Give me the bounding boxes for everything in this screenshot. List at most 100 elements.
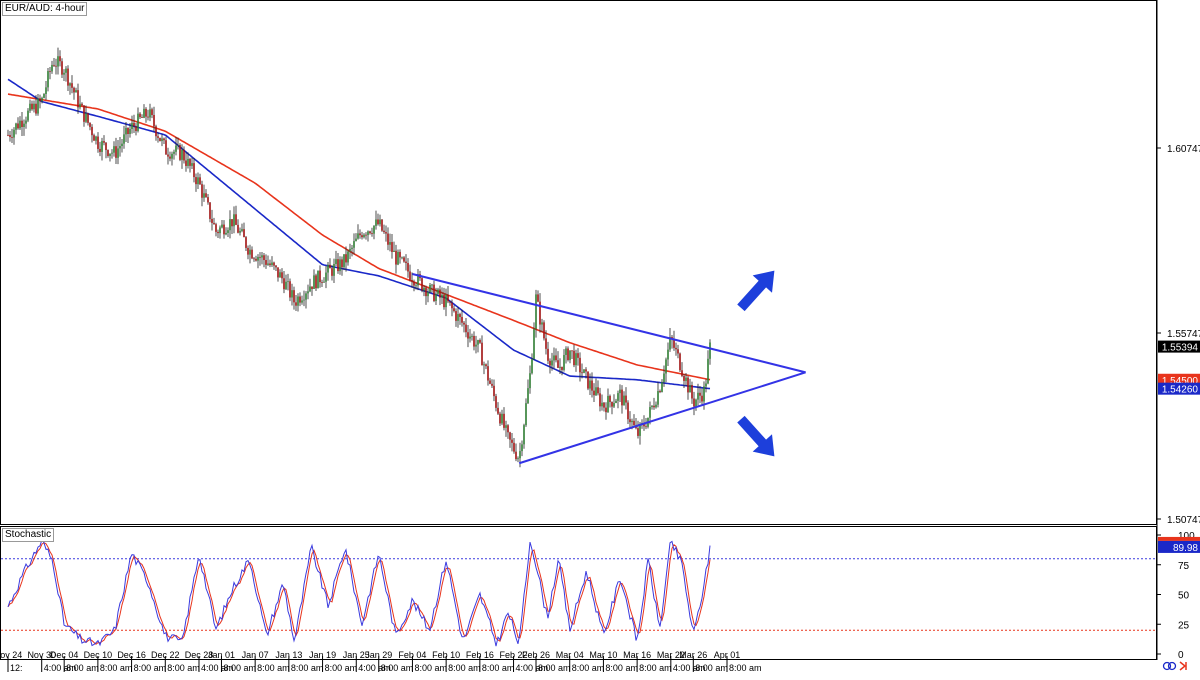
candle-bear [153,114,155,127]
candle-bull [221,224,223,228]
candle-bull [393,250,395,252]
candle-bear [195,177,197,185]
x-tick-date: Feb 16 [466,650,494,660]
candle-bear [413,281,415,286]
sma-blue-badge-text: 1.54260 [1162,385,1199,396]
last-price-badge: 1.55394 [1158,340,1200,354]
sma-layer [7,78,711,390]
candle-bear [479,340,481,343]
candle-bull [401,257,403,259]
candle-bull [689,385,691,393]
x-tick-date: Mar 16 [623,650,651,660]
candle-bear [107,150,109,156]
x-tick-time: 8:00 am [482,663,515,673]
candle-bull [69,83,71,86]
candle-bull [423,287,425,291]
candle-bear [629,419,631,423]
candle-bull [333,264,335,276]
y-tick-label: 1.50747 [1167,515,1200,526]
candle-bull [203,193,205,198]
candle-bull [249,249,251,255]
stochastic-label: Stochastic [2,528,55,542]
candle-bear [421,278,423,291]
candle-bull [291,290,293,298]
candle-bull [227,230,229,233]
candle-bull [57,56,59,67]
candle-bull [175,145,177,152]
x-tick-date: Jan 25 [343,650,370,660]
autoscroll-icon[interactable] [1179,661,1187,671]
candle-bull [477,340,479,345]
stoch-last-badge-bg [1158,540,1200,553]
candle-bear [265,260,267,265]
stoch-last-badge-text: 89.98 [1173,543,1198,554]
candle-bull [651,405,653,408]
candle-bear [511,439,513,443]
candle-bear [487,366,489,381]
candle-bear [571,350,573,352]
candle-bull [525,403,527,426]
candle-bull [279,272,281,278]
candle-bull [327,264,329,273]
candle-bull [225,232,227,235]
candle-bear [91,126,93,136]
x-tick-time: 8:00 am [448,663,481,673]
x-tick-date: Nov 30 [27,650,56,660]
candle-bull [297,296,299,306]
candle-bear [691,385,693,399]
candle-bull [431,284,433,286]
candle-bear [159,137,161,141]
candle-bear [259,256,261,258]
x-tick-date: Dec 16 [117,650,146,660]
candle-bull [685,377,687,381]
x-tick-time: 8:00 am [381,663,414,673]
candle-bull [113,146,115,153]
candle-bear [31,103,33,110]
candle-bear [99,148,101,152]
candle-bull [25,120,27,124]
stoch-signal-badge [1158,536,1200,541]
candle-bull [589,380,591,389]
candle-bull [19,120,21,129]
candle-bear [637,428,639,436]
candle-bear [183,149,185,161]
candle-bear [223,224,225,235]
candle-bear [365,234,367,236]
candle-bear [189,158,191,166]
candle-bear [399,251,401,258]
candle-bear [459,314,461,317]
candle-bear [157,136,159,138]
candle-bear [7,134,9,136]
candle-bear [359,233,361,236]
sma-blue-badge: 1.54260 [1158,382,1200,396]
x-tick-time: 8:00 am [729,663,762,673]
sma-100-blue-line [7,78,711,390]
candle-bear [337,259,339,272]
candle-bear [87,113,89,123]
candle-bear [263,255,265,261]
candle-bull [181,149,183,160]
candle-bull [307,291,309,294]
candle-bull [551,360,553,366]
candle-bull [661,382,663,392]
candle-bull [607,395,609,413]
candle-bear [591,380,593,391]
candle-bull [347,251,349,263]
candle-bear [653,405,655,408]
candle-bull [335,259,337,265]
chart-shift-icon[interactable] [1162,661,1177,671]
candle-bear [381,219,383,231]
x-tick-time: 8:00 am [414,663,447,673]
x-tick-date: Jan 01 [208,650,235,660]
candle-bear [21,120,23,128]
candle-bull [29,103,31,111]
candle-bear [673,339,675,348]
x-tick-time: 8:00 am [325,663,358,673]
y-axis: 1.60747 1.55747 1.50747 100 75 50 25 0 [1157,144,1200,661]
y-tick-label: 1.60747 [1167,144,1200,155]
candle-bear [693,398,695,407]
candle-bull [457,314,459,321]
candle-bull [177,145,179,146]
candle-bear [547,348,549,361]
candle-bull [437,289,439,294]
